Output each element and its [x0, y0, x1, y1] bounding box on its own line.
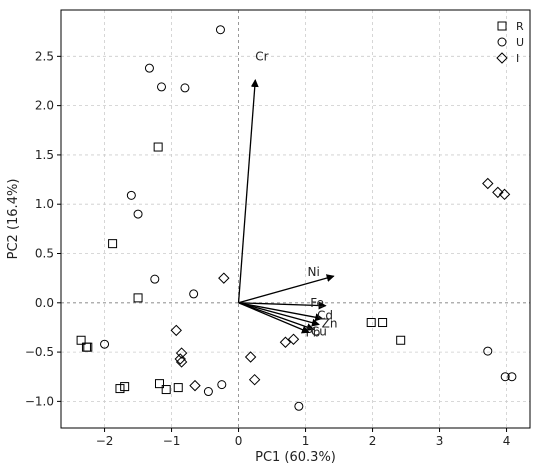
x-tick-label: 4 — [503, 434, 511, 448]
point-r — [133, 293, 143, 303]
y-tick-label: 1.5 — [35, 148, 54, 162]
y-tick-label: 0.0 — [35, 296, 54, 310]
point-r — [83, 342, 93, 352]
point-i — [218, 272, 230, 284]
point-u — [203, 387, 213, 397]
point-u — [217, 380, 227, 390]
point-i — [492, 186, 504, 199]
point-r — [154, 379, 164, 389]
y-tick-label: 0.5 — [35, 247, 54, 261]
y-tick-label: −1.0 — [25, 394, 54, 408]
point-r — [173, 383, 183, 393]
point-i — [189, 379, 201, 392]
legend-marker-i — [496, 52, 508, 64]
vector-label-cu: Cu — [311, 324, 327, 338]
point-r — [378, 318, 388, 328]
point-u — [133, 209, 143, 219]
point-u — [180, 83, 190, 93]
point-r — [396, 335, 406, 345]
point-i — [175, 356, 188, 368]
point-i — [175, 347, 188, 359]
x-tick-label: 1 — [302, 434, 310, 448]
point-i — [170, 324, 182, 337]
point-u — [150, 274, 160, 284]
point-i — [287, 333, 300, 345]
legend-marker-u — [497, 37, 507, 47]
x-tick-label: −2 — [96, 434, 114, 448]
data-points — [76, 25, 517, 411]
x-tick-label: 2 — [369, 434, 377, 448]
vector-arrow-cu — [238, 302, 310, 334]
point-u — [483, 346, 493, 356]
point-u — [500, 372, 510, 382]
grid — [61, 10, 530, 428]
point-u — [126, 190, 136, 200]
y-tick-label: 2.5 — [35, 49, 54, 63]
point-u — [294, 401, 304, 411]
legend-marker-r — [497, 21, 507, 31]
y-tick-label: 1.0 — [35, 197, 54, 211]
point-u — [100, 339, 110, 349]
x-tick-label: 3 — [436, 434, 444, 448]
point-u — [157, 82, 166, 92]
legend-label-u: U — [516, 36, 524, 49]
point-r — [120, 382, 130, 392]
point-r — [153, 142, 163, 152]
point-i — [248, 373, 261, 386]
vector-label-zn: Zn — [322, 317, 338, 331]
legend-label-i: I — [516, 52, 519, 65]
point-u — [144, 63, 154, 73]
point-u — [507, 372, 517, 382]
plot-frame — [60, 9, 531, 429]
point-r — [161, 385, 171, 395]
vector-arrow-zn — [238, 302, 320, 327]
point-r — [115, 384, 125, 394]
vector-label-ni: Ni — [308, 265, 320, 279]
vector-arrow-ni — [238, 274, 335, 304]
vector-arrow-pb — [238, 302, 315, 331]
vector-arrow-cd — [238, 302, 324, 322]
y-tick-label: 2.0 — [35, 99, 54, 113]
point-i — [174, 353, 186, 365]
legend-label-r: R — [516, 20, 524, 33]
vector-label-fe: Fe — [310, 296, 324, 310]
point-i — [244, 351, 257, 363]
vector-label-cd: Cd — [317, 309, 333, 323]
axis-ticks: −2 −1 0 1 2 3 4 −1.0 −0.5 0.0 0.5 1.0 1.5 2.0 2.5 — [25, 49, 511, 448]
point-r — [108, 239, 118, 249]
point-r — [366, 318, 376, 328]
x-axis-label: PC1 (60.3%) — [255, 450, 336, 465]
vector-label-cr: Cr — [255, 49, 268, 63]
y-axis-label: PC2 (16.4%) — [6, 179, 21, 260]
x-tick-label: 0 — [235, 434, 243, 448]
zero-reference-lines — [61, 10, 530, 428]
vector-arrow-cr — [237, 78, 259, 303]
x-tick-label: −1 — [163, 434, 181, 448]
point-i — [498, 188, 511, 201]
point-i — [482, 177, 494, 190]
point-r — [76, 335, 86, 345]
point-u — [215, 25, 225, 35]
vector-arrow-fe — [238, 301, 327, 310]
y-tick-label: −0.5 — [25, 345, 54, 359]
legend: RUI — [496, 20, 524, 65]
point-i — [279, 336, 292, 348]
point-u — [189, 289, 199, 299]
